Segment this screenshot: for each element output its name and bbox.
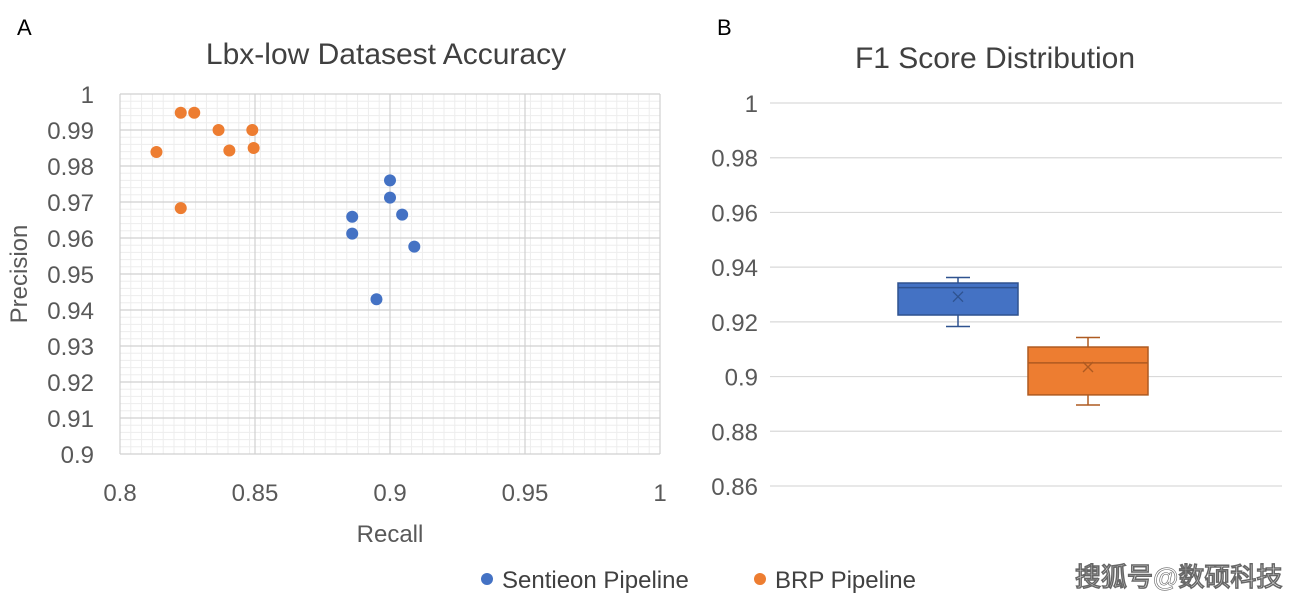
y-tick-label: 0.88	[711, 419, 758, 446]
y-tick-label: 0.9	[725, 365, 758, 392]
scatter-ticks: 0.8 0.85 0.9 0.95 1 0.9 0.91 0.92 0.93 0.94 0.95 0.…	[47, 82, 666, 507]
y-tick-label: 0.86	[711, 474, 758, 501]
sentieon-point	[370, 293, 383, 306]
y-tick-label: 1	[745, 91, 758, 118]
brp-point	[223, 144, 236, 157]
scatter-title: Lbx-low Datasest Accuracy	[206, 38, 566, 71]
legend-label-sentieon: Sentieon Pipeline	[502, 567, 689, 594]
y-tick-label: 1	[81, 82, 94, 109]
panel-b-label: B	[717, 15, 732, 40]
brp-point	[174, 106, 187, 119]
brp-point	[212, 124, 225, 136]
y-tick-label: 0.96	[711, 200, 758, 227]
sentieon-point	[408, 240, 421, 253]
y-tick-label: 0.98	[711, 146, 758, 173]
y-tick-label: 0.98	[47, 154, 94, 181]
x-tick-label: 1	[653, 480, 666, 507]
scatter-points	[150, 106, 421, 306]
iqr-box	[1027, 346, 1149, 396]
brp-point	[174, 202, 187, 215]
sentieon-point	[384, 174, 396, 187]
legend-swatch-brp	[754, 573, 766, 585]
sentieon-box-group	[897, 276, 1019, 328]
y-axis-title: Precision	[6, 225, 33, 324]
y-tick-label: 0.92	[47, 370, 94, 397]
brp-point	[188, 106, 201, 119]
sentieon-point	[396, 208, 409, 221]
brp-point	[247, 142, 260, 154]
box-chart: F1 Score Distribution 0.86 0.88 0.9 0.92 0.9…	[711, 42, 1282, 501]
y-tick-label: 0.9	[61, 442, 94, 469]
brp-box-group	[1027, 336, 1149, 406]
y-tick-label: 0.91	[47, 406, 94, 433]
sentieon-point	[346, 210, 359, 223]
x-tick-label: 0.85	[232, 480, 279, 507]
brp-point	[246, 124, 259, 136]
box-title: F1 Score Distribution	[855, 42, 1135, 75]
sentieon-point	[346, 227, 359, 240]
y-tick-label: 0.99	[47, 118, 94, 145]
y-tick-label: 0.94	[711, 255, 758, 282]
y-tick-label: 0.93	[47, 334, 94, 361]
x-tick-label: 0.8	[103, 480, 136, 507]
scatter-gridlines	[119, 93, 661, 455]
box-plots	[897, 276, 1149, 406]
brp-point	[150, 145, 163, 158]
y-tick-label: 0.92	[711, 310, 758, 337]
panel-a-label: A	[17, 15, 32, 40]
y-tick-label: 0.97	[47, 190, 94, 217]
mean-marker	[1082, 361, 1094, 373]
legend-swatch-sentieon	[481, 573, 493, 585]
sentieon-point	[384, 191, 396, 204]
legend: Sentieon Pipeline BRP Pipeline	[481, 567, 916, 594]
y-tick-label: 0.94	[47, 298, 94, 325]
y-tick-label: 0.95	[47, 262, 94, 289]
x-tick-label: 0.9	[373, 480, 406, 507]
y-tick-label: 0.96	[47, 226, 94, 253]
x-tick-label: 0.95	[502, 480, 549, 507]
watermark: 搜狐号@数硕科技	[1075, 562, 1282, 592]
legend-label-brp: BRP Pipeline	[775, 567, 916, 594]
x-axis-title: Recall	[357, 521, 424, 548]
mean-marker	[952, 291, 964, 303]
box-ticks: 0.86 0.88 0.9 0.92 0.94 0.96 0.98 1	[711, 91, 758, 501]
box-gridlines	[770, 102, 1282, 487]
scatter-chart: Lbx-low Datasest Accuracy 0.8 0.85 0.9 0.95…	[6, 38, 667, 548]
